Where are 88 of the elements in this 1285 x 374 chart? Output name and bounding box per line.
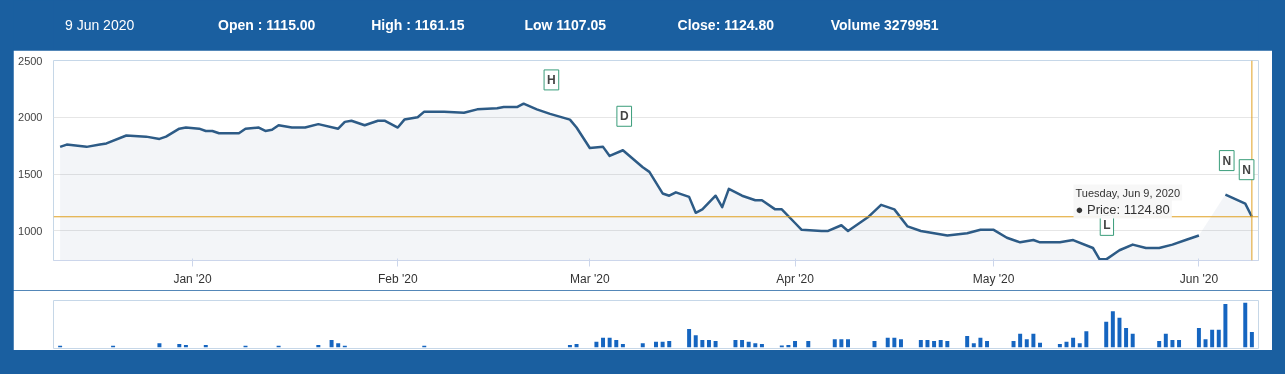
x-tick-label: Mar '20 — [569, 271, 610, 286]
bar — [806, 340, 811, 348]
bar — [1124, 328, 1129, 348]
x-tick-label: Feb '20 — [377, 271, 418, 286]
bar — [1243, 302, 1248, 348]
bar — [1177, 340, 1182, 348]
x-tick-label: May '20 — [972, 271, 1015, 286]
bar — [1203, 339, 1208, 348]
bar — [713, 340, 718, 348]
bar — [157, 343, 162, 348]
annotation: Tuesday, Jun 9, 2020 — [1075, 186, 1181, 199]
bar — [839, 339, 844, 348]
bar — [177, 344, 182, 348]
bar — [925, 340, 930, 348]
text: Open : 1115.00 — [218, 16, 316, 33]
bar — [1071, 337, 1076, 348]
bar — [971, 343, 976, 348]
y-tick-label: 1500 — [18, 168, 43, 181]
x-tick-label: Apr '20 — [776, 271, 815, 286]
text: Volume 3279951 — [830, 16, 939, 33]
bar — [793, 340, 798, 348]
bar — [1024, 339, 1029, 348]
bar — [574, 344, 579, 348]
bar — [329, 340, 334, 348]
bar — [706, 340, 711, 348]
text: High : 1161.15 — [371, 16, 465, 33]
bar — [687, 328, 692, 348]
bar — [660, 341, 665, 348]
text: Close: 1124.80 — [677, 16, 775, 33]
bar — [1196, 328, 1201, 348]
bar — [700, 340, 705, 348]
annotation: ● Price: 1124.80 — [1075, 201, 1170, 217]
annotation: N — [1222, 153, 1232, 168]
x-tick-label: Jun '20 — [1179, 271, 1219, 286]
bar — [654, 341, 658, 348]
bar — [918, 340, 923, 348]
bar — [892, 337, 897, 348]
bar — [832, 339, 837, 348]
bar — [1223, 304, 1228, 348]
bar — [607, 337, 612, 348]
bar — [1117, 317, 1122, 348]
bar — [601, 337, 606, 348]
bar — [1084, 331, 1089, 348]
bar — [1018, 333, 1023, 348]
bar — [846, 339, 850, 348]
annotation: L — [1103, 218, 1111, 233]
bar — [594, 341, 599, 348]
bar — [932, 340, 937, 348]
bar — [614, 340, 619, 348]
bar — [336, 343, 341, 348]
bar — [965, 336, 970, 348]
y-tick-label: 2000 — [18, 111, 43, 124]
bar — [1210, 329, 1215, 348]
bar — [1011, 340, 1016, 348]
bar — [1216, 329, 1221, 348]
bar — [985, 340, 990, 348]
bar — [1031, 333, 1036, 348]
bar — [1077, 343, 1082, 348]
bar — [1057, 344, 1062, 348]
bar — [759, 344, 764, 348]
bar — [1130, 333, 1135, 348]
bar — [640, 343, 645, 348]
text: Low 1107.05 — [524, 16, 607, 33]
bar — [1110, 311, 1115, 348]
bar — [753, 343, 758, 348]
annotation: D — [619, 109, 629, 124]
bar — [740, 340, 745, 348]
bar — [1170, 340, 1175, 348]
bar — [938, 340, 943, 348]
bar — [1157, 340, 1162, 348]
x-tick-label: Jan '20 — [173, 271, 213, 286]
bar — [1104, 321, 1109, 348]
bar — [1249, 332, 1254, 348]
bar — [978, 337, 983, 348]
bar — [746, 341, 751, 348]
text: 9 Jun 2020 — [64, 16, 135, 33]
y-tick-label: 1000 — [18, 224, 43, 237]
bar — [733, 340, 738, 348]
bar — [620, 344, 625, 348]
y-tick-label: 2500 — [18, 54, 43, 67]
bar — [667, 340, 672, 348]
bar — [1163, 333, 1168, 348]
annotation: H — [547, 72, 556, 87]
bar — [945, 340, 950, 348]
bar — [898, 339, 903, 348]
bar — [693, 335, 698, 348]
bar — [885, 337, 890, 348]
annotation: N — [1242, 162, 1251, 177]
